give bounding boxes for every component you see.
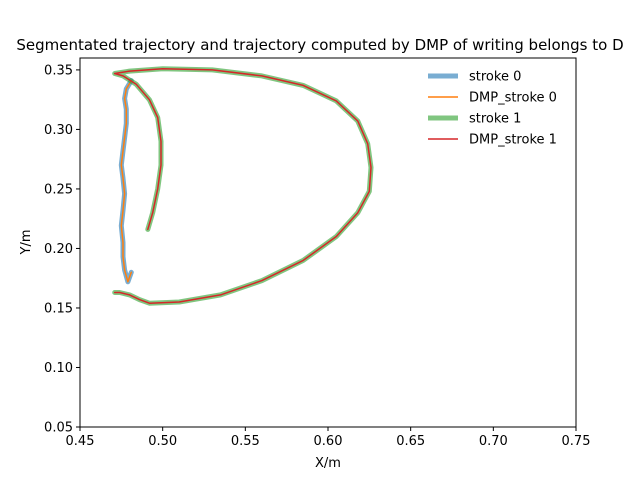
series-lines [112, 66, 374, 306]
x-axis-label: X/m [315, 456, 341, 471]
x-axis: 0.45 0.50 0.55 0.60 0.65 0.70 0.75 [66, 427, 591, 449]
legend-label: stroke 0 [469, 70, 521, 85]
series-line-dmp-stroke-0 [120, 79, 133, 283]
x-tick-label: 0.75 [562, 434, 591, 449]
series-line-dmp-stroke-1 [113, 67, 372, 304]
x-tick-label: 0.65 [396, 434, 425, 449]
x-tick-label: 0.50 [148, 434, 177, 449]
y-tick-label: 0.10 [44, 361, 73, 376]
x-tick-label: 0.60 [314, 434, 343, 449]
legend: stroke 0 DMP_stroke 0 stroke 1 DMP_stroke 1 [428, 70, 557, 148]
y-tick-label: 0.15 [44, 301, 73, 316]
y-axis: 0.05 0.10 0.15 0.20 0.25 0.30 0.35 [44, 63, 80, 436]
x-tick-label: 0.70 [479, 434, 508, 449]
chart-title: Segmentated trajectory and trajectory co… [16, 36, 623, 54]
y-tick-label: 0.05 [44, 421, 73, 436]
y-axis-label: Y/m [19, 230, 34, 256]
y-tick-label: 0.30 [44, 123, 73, 138]
y-tick-label: 0.35 [44, 63, 73, 78]
x-tick-label: 0.45 [66, 434, 95, 449]
series-line-stroke-1 [112, 66, 374, 306]
legend-label: DMP_stroke 0 [469, 91, 557, 106]
legend-label: DMP_stroke 1 [469, 133, 557, 148]
x-tick-label: 0.55 [231, 434, 260, 449]
y-tick-label: 0.25 [44, 182, 73, 197]
legend-label: stroke 1 [469, 112, 521, 127]
y-tick-label: 0.20 [44, 242, 73, 257]
